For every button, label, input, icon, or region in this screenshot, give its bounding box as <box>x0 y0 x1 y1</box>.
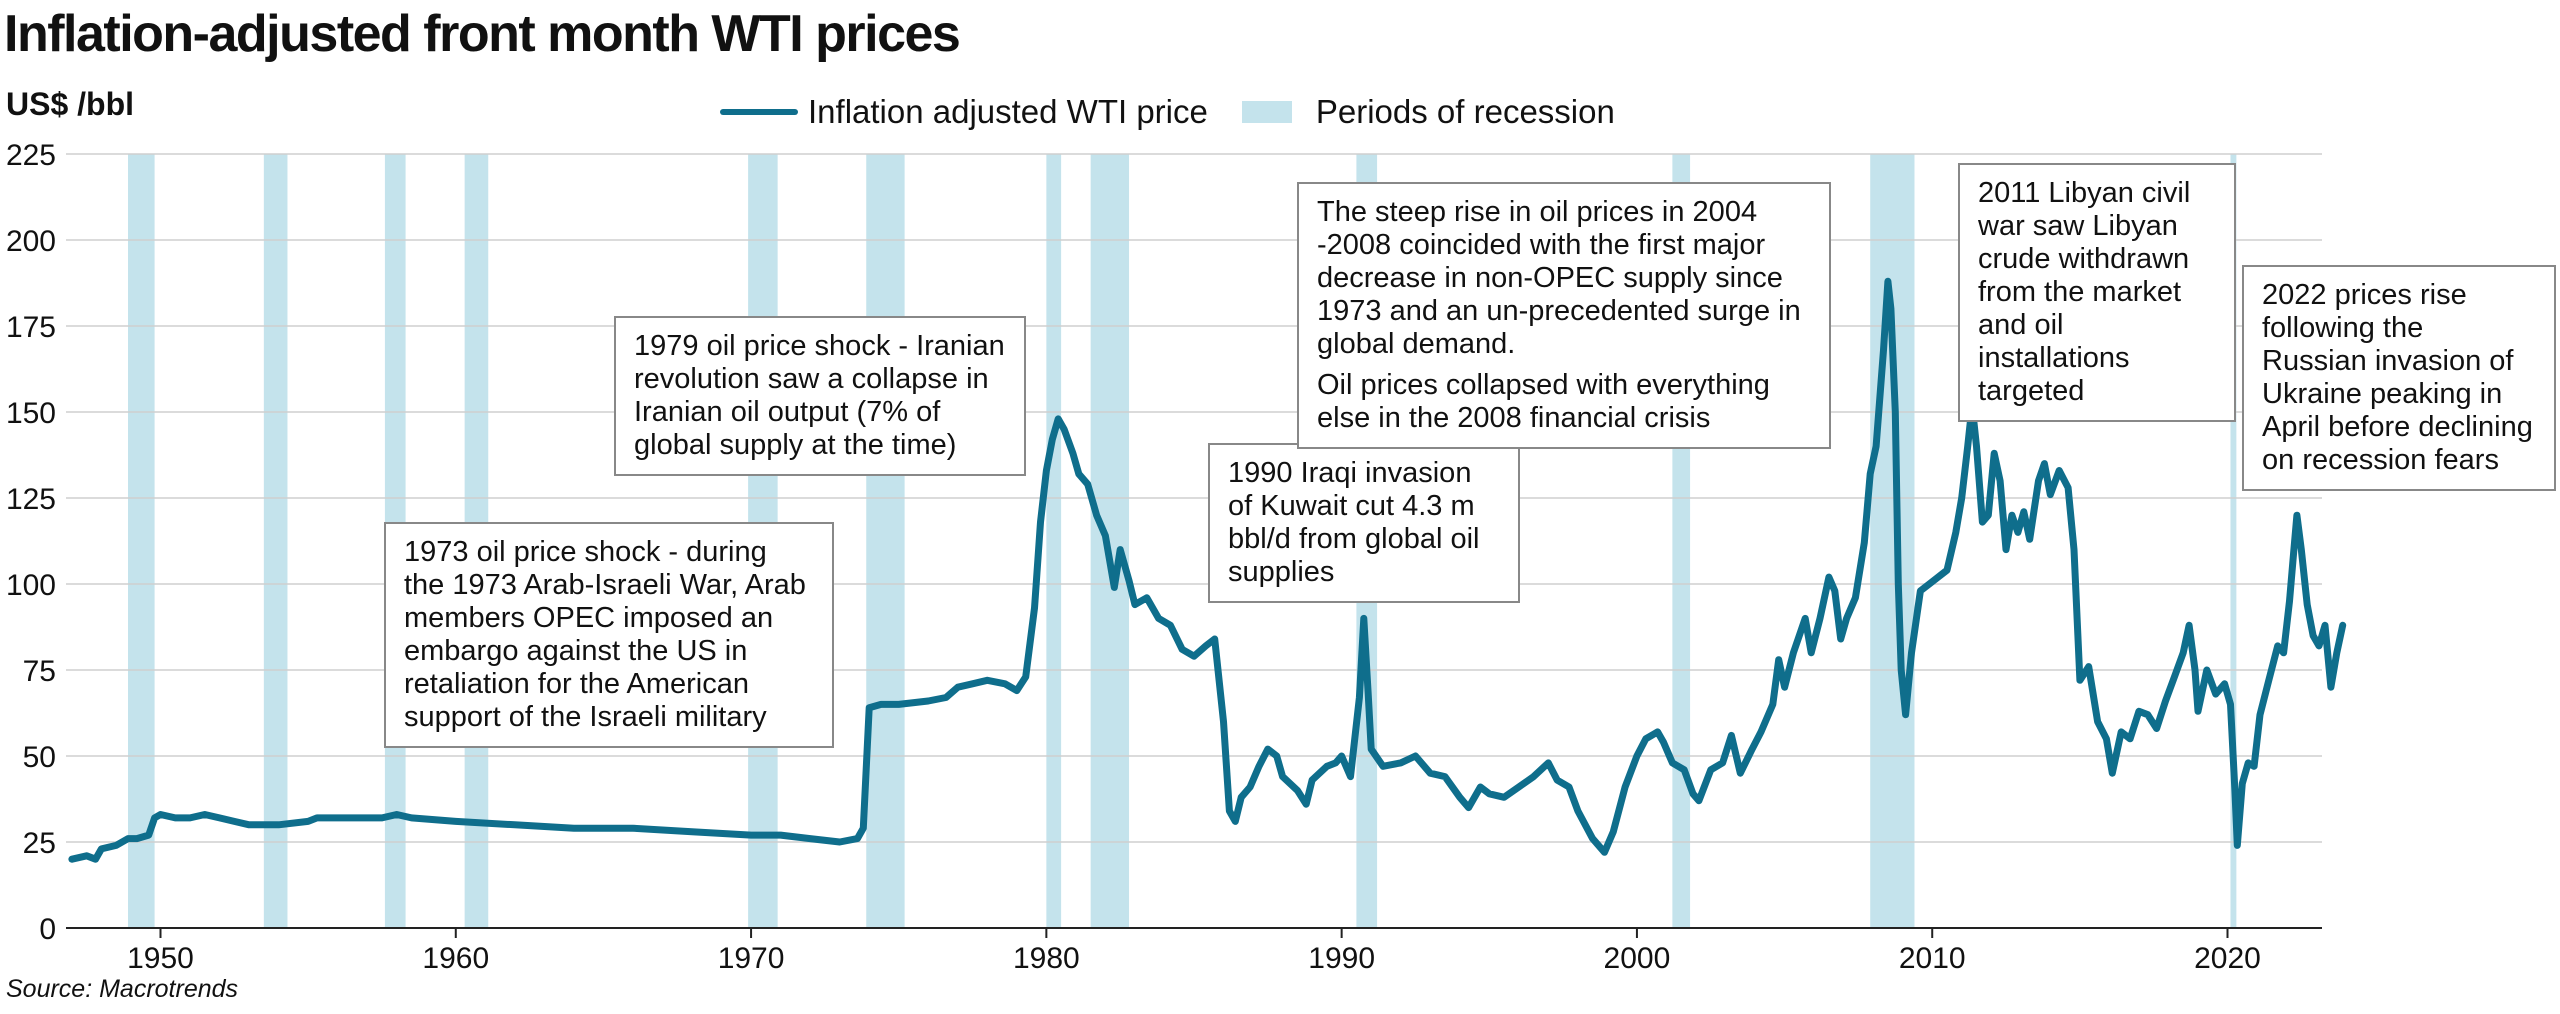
y-tick-label: 150 <box>6 397 56 430</box>
legend-line-swatch <box>720 109 798 115</box>
y-tick-label: 125 <box>6 483 56 516</box>
annotation-1973: 1973 oil price shock - during the 1973 A… <box>384 522 834 748</box>
annotation-text: The steep rise in oil prices in 2004 -20… <box>1317 196 1801 360</box>
y-axis-unit: US$ /bbl <box>6 86 135 122</box>
recession-band <box>2230 154 2237 928</box>
y-tick-label: 75 <box>23 655 56 688</box>
x-tick-label: 1990 <box>1308 942 1375 975</box>
recession-band <box>128 154 155 928</box>
x-tick-label: 2000 <box>1604 942 1671 975</box>
y-tick-label: 200 <box>6 225 56 258</box>
y-tick-label: 175 <box>6 311 56 344</box>
annotation-text: 2011 Libyan civil war saw Libyan crude w… <box>1978 177 2191 407</box>
legend-band-swatch <box>1241 101 1292 123</box>
x-tick-label: 1970 <box>718 942 785 975</box>
annotation-text: 1990 Iraqi invasion of Kuwait cut 4.3 m … <box>1228 457 1480 588</box>
x-tick-label: 2020 <box>2194 942 2261 975</box>
recession-band <box>1046 154 1062 928</box>
recession-band <box>1870 154 1915 928</box>
y-tick-label: 225 <box>6 139 56 172</box>
series-group <box>68 277 2347 863</box>
x-tick-label: 1980 <box>1013 942 1080 975</box>
chart-title: Inflation-adjusted front month WTI price… <box>4 5 961 63</box>
annotation-text: 1973 oil price shock - during the 1973 A… <box>404 536 806 733</box>
y-tick-label: 100 <box>6 569 56 602</box>
recession-band <box>866 154 905 928</box>
series-line-wti <box>68 277 2347 863</box>
source-note: Source: Macrotrends <box>6 975 239 1003</box>
legend: Inflation adjusted WTI price Periods of … <box>720 92 1649 132</box>
annotation-1979: 1979 oil price shock - Iranian revolutio… <box>614 316 1026 476</box>
y-tick-label: 50 <box>23 741 56 774</box>
x-tick-label: 2010 <box>1899 942 1966 975</box>
y-tick-label: 25 <box>23 827 56 860</box>
annotation-1990: 1990 Iraqi invasion of Kuwait cut 4.3 m … <box>1208 443 1520 603</box>
y-axis: 0 25 50 75 100 125 150 175 200 225 <box>6 139 56 946</box>
x-tick-label: 1950 <box>127 942 194 975</box>
legend-item-recession: Periods of recession <box>1241 93 1615 131</box>
x-tick-label: 1960 <box>422 942 489 975</box>
recession-band <box>263 154 288 928</box>
annotation-text: 2022 prices rise following the Russian i… <box>2262 279 2533 476</box>
annotation-text: Oil prices collapsed with everything els… <box>1317 369 1770 434</box>
x-axis: 1950 1960 1970 1980 1990 2000 2010 2020 <box>66 927 2322 975</box>
annotation-2004: The steep rise in oil prices in 2004 -20… <box>1297 182 1831 449</box>
annotation-2022: 2022 prices rise following the Russian i… <box>2242 265 2556 491</box>
annotation-2011: 2011 Libyan civil war saw Libyan crude w… <box>1958 163 2236 422</box>
legend-label-recession: Periods of recession <box>1315 93 1615 130</box>
annotation-text: 1979 oil price shock - Iranian revolutio… <box>634 330 1005 461</box>
legend-label-price: Inflation adjusted WTI price <box>808 93 1208 130</box>
y-tick-label: 0 <box>39 913 56 946</box>
legend-item-price: Inflation adjusted WTI price <box>720 93 1208 131</box>
gridlines <box>66 153 2322 843</box>
